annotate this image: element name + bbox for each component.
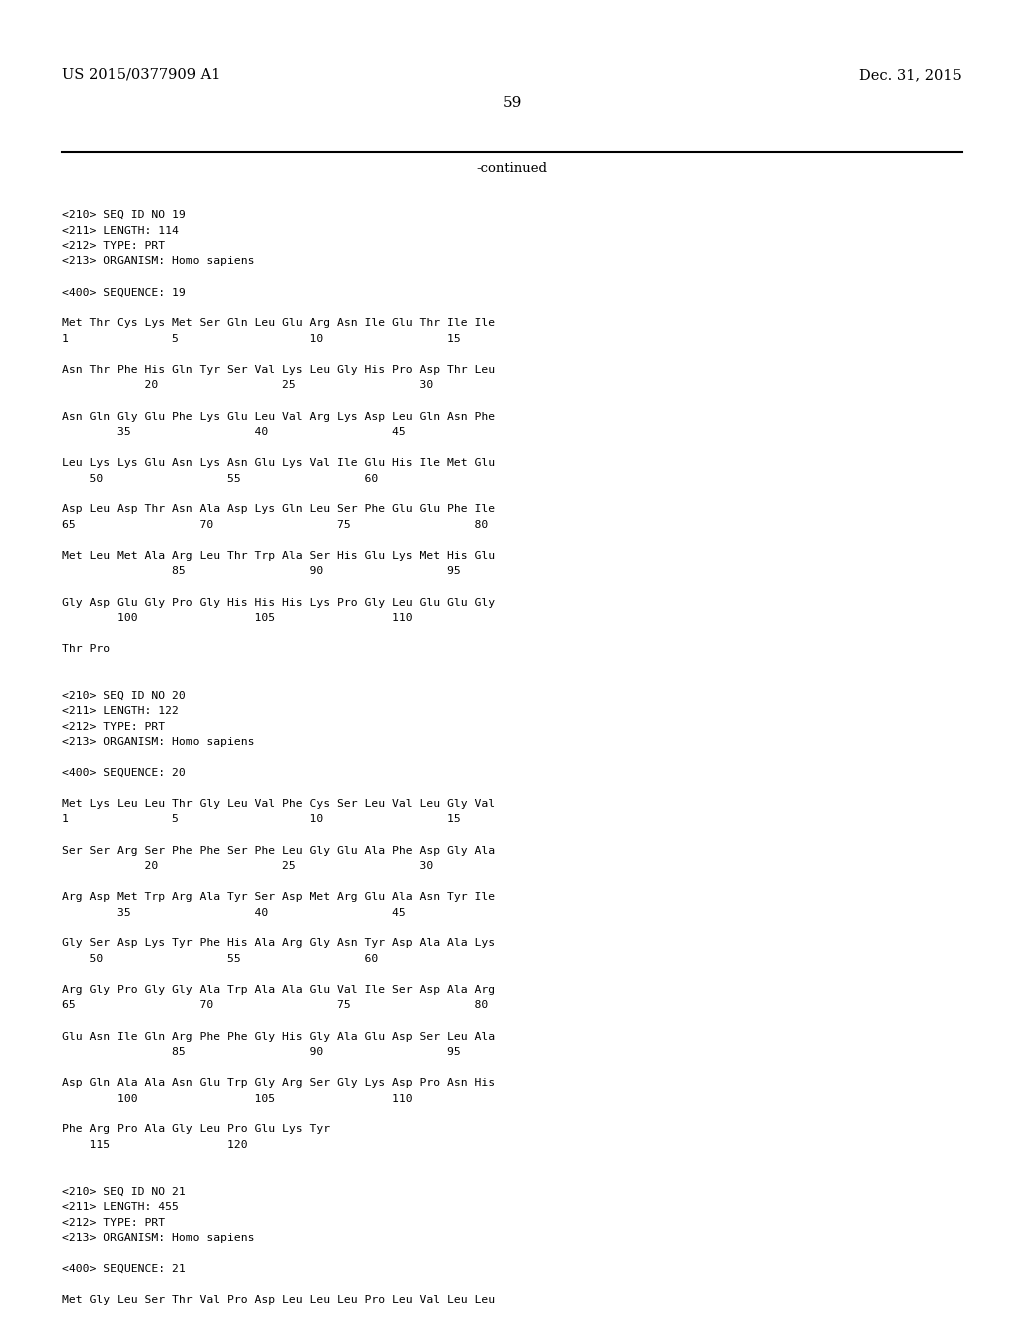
Text: <212> TYPE: PRT: <212> TYPE: PRT xyxy=(62,722,165,731)
Text: 59: 59 xyxy=(503,96,521,110)
Text: 50                  55                  60: 50 55 60 xyxy=(62,954,378,964)
Text: 100                 105                 110: 100 105 110 xyxy=(62,1093,413,1104)
Text: <400> SEQUENCE: 19: <400> SEQUENCE: 19 xyxy=(62,288,185,297)
Text: Arg Asp Met Trp Arg Ala Tyr Ser Asp Met Arg Glu Ala Asn Tyr Ile: Arg Asp Met Trp Arg Ala Tyr Ser Asp Met … xyxy=(62,892,496,902)
Text: 20                  25                  30: 20 25 30 xyxy=(62,380,433,391)
Text: Met Leu Met Ala Arg Leu Thr Trp Ala Ser His Glu Lys Met His Glu: Met Leu Met Ala Arg Leu Thr Trp Ala Ser … xyxy=(62,550,496,561)
Text: 85                  90                  95: 85 90 95 xyxy=(62,1047,461,1057)
Text: <212> TYPE: PRT: <212> TYPE: PRT xyxy=(62,242,165,251)
Text: <212> TYPE: PRT: <212> TYPE: PRT xyxy=(62,1217,165,1228)
Text: 115                 120: 115 120 xyxy=(62,1140,248,1150)
Text: Met Lys Leu Leu Thr Gly Leu Val Phe Cys Ser Leu Val Leu Gly Val: Met Lys Leu Leu Thr Gly Leu Val Phe Cys … xyxy=(62,799,496,809)
Text: Glu Asn Ile Gln Arg Phe Phe Gly His Gly Ala Glu Asp Ser Leu Ala: Glu Asn Ile Gln Arg Phe Phe Gly His Gly … xyxy=(62,1031,496,1041)
Text: Asn Gln Gly Glu Phe Lys Glu Leu Val Arg Lys Asp Leu Gln Asn Phe: Asn Gln Gly Glu Phe Lys Glu Leu Val Arg … xyxy=(62,412,496,421)
Text: 100                 105                 110: 100 105 110 xyxy=(62,612,413,623)
Text: <400> SEQUENCE: 20: <400> SEQUENCE: 20 xyxy=(62,768,185,777)
Text: Gly Asp Glu Gly Pro Gly His His His Lys Pro Gly Leu Glu Glu Gly: Gly Asp Glu Gly Pro Gly His His His Lys … xyxy=(62,598,496,607)
Text: <210> SEQ ID NO 20: <210> SEQ ID NO 20 xyxy=(62,690,185,701)
Text: 65                  70                  75                  80: 65 70 75 80 xyxy=(62,1001,488,1011)
Text: Gly Ser Asp Lys Tyr Phe His Ala Arg Gly Asn Tyr Asp Ala Ala Lys: Gly Ser Asp Lys Tyr Phe His Ala Arg Gly … xyxy=(62,939,496,949)
Text: Dec. 31, 2015: Dec. 31, 2015 xyxy=(859,69,962,82)
Text: Asn Thr Phe His Gln Tyr Ser Val Lys Leu Gly His Pro Asp Thr Leu: Asn Thr Phe His Gln Tyr Ser Val Lys Leu … xyxy=(62,366,496,375)
Text: Met Gly Leu Ser Thr Val Pro Asp Leu Leu Leu Pro Leu Val Leu Leu: Met Gly Leu Ser Thr Val Pro Asp Leu Leu … xyxy=(62,1295,496,1305)
Text: -continued: -continued xyxy=(476,162,548,176)
Text: 1               5                   10                  15: 1 5 10 15 xyxy=(62,334,461,345)
Text: Asp Gln Ala Ala Asn Glu Trp Gly Arg Ser Gly Lys Asp Pro Asn His: Asp Gln Ala Ala Asn Glu Trp Gly Arg Ser … xyxy=(62,1078,496,1088)
Text: 1               5                   10                  15: 1 5 10 15 xyxy=(62,814,461,825)
Text: <211> LENGTH: 455: <211> LENGTH: 455 xyxy=(62,1203,179,1212)
Text: 35                  40                  45: 35 40 45 xyxy=(62,426,406,437)
Text: 20                  25                  30: 20 25 30 xyxy=(62,861,433,871)
Text: <210> SEQ ID NO 21: <210> SEQ ID NO 21 xyxy=(62,1187,185,1196)
Text: US 2015/0377909 A1: US 2015/0377909 A1 xyxy=(62,69,220,82)
Text: 50                  55                  60: 50 55 60 xyxy=(62,474,378,483)
Text: 65                  70                  75                  80: 65 70 75 80 xyxy=(62,520,488,531)
Text: Ser Ser Arg Ser Phe Phe Ser Phe Leu Gly Glu Ala Phe Asp Gly Ala: Ser Ser Arg Ser Phe Phe Ser Phe Leu Gly … xyxy=(62,846,496,855)
Text: <211> LENGTH: 122: <211> LENGTH: 122 xyxy=(62,706,179,715)
Text: <213> ORGANISM: Homo sapiens: <213> ORGANISM: Homo sapiens xyxy=(62,737,255,747)
Text: Asp Leu Asp Thr Asn Ala Asp Lys Gln Leu Ser Phe Glu Glu Phe Ile: Asp Leu Asp Thr Asn Ala Asp Lys Gln Leu … xyxy=(62,504,496,515)
Text: Met Thr Cys Lys Met Ser Gln Leu Glu Arg Asn Ile Glu Thr Ile Ile: Met Thr Cys Lys Met Ser Gln Leu Glu Arg … xyxy=(62,318,496,329)
Text: <213> ORGANISM: Homo sapiens: <213> ORGANISM: Homo sapiens xyxy=(62,1233,255,1243)
Text: Arg Gly Pro Gly Gly Ala Trp Ala Ala Glu Val Ile Ser Asp Ala Arg: Arg Gly Pro Gly Gly Ala Trp Ala Ala Glu … xyxy=(62,985,496,995)
Text: Leu Lys Lys Glu Asn Lys Asn Glu Lys Val Ile Glu His Ile Met Glu: Leu Lys Lys Glu Asn Lys Asn Glu Lys Val … xyxy=(62,458,496,469)
Text: <210> SEQ ID NO 19: <210> SEQ ID NO 19 xyxy=(62,210,185,220)
Text: <211> LENGTH: 114: <211> LENGTH: 114 xyxy=(62,226,179,235)
Text: 85                  90                  95: 85 90 95 xyxy=(62,566,461,577)
Text: Thr Pro: Thr Pro xyxy=(62,644,111,653)
Text: <400> SEQUENCE: 21: <400> SEQUENCE: 21 xyxy=(62,1265,185,1274)
Text: <213> ORGANISM: Homo sapiens: <213> ORGANISM: Homo sapiens xyxy=(62,256,255,267)
Text: Phe Arg Pro Ala Gly Leu Pro Glu Lys Tyr: Phe Arg Pro Ala Gly Leu Pro Glu Lys Tyr xyxy=(62,1125,330,1134)
Text: 35                  40                  45: 35 40 45 xyxy=(62,908,406,917)
